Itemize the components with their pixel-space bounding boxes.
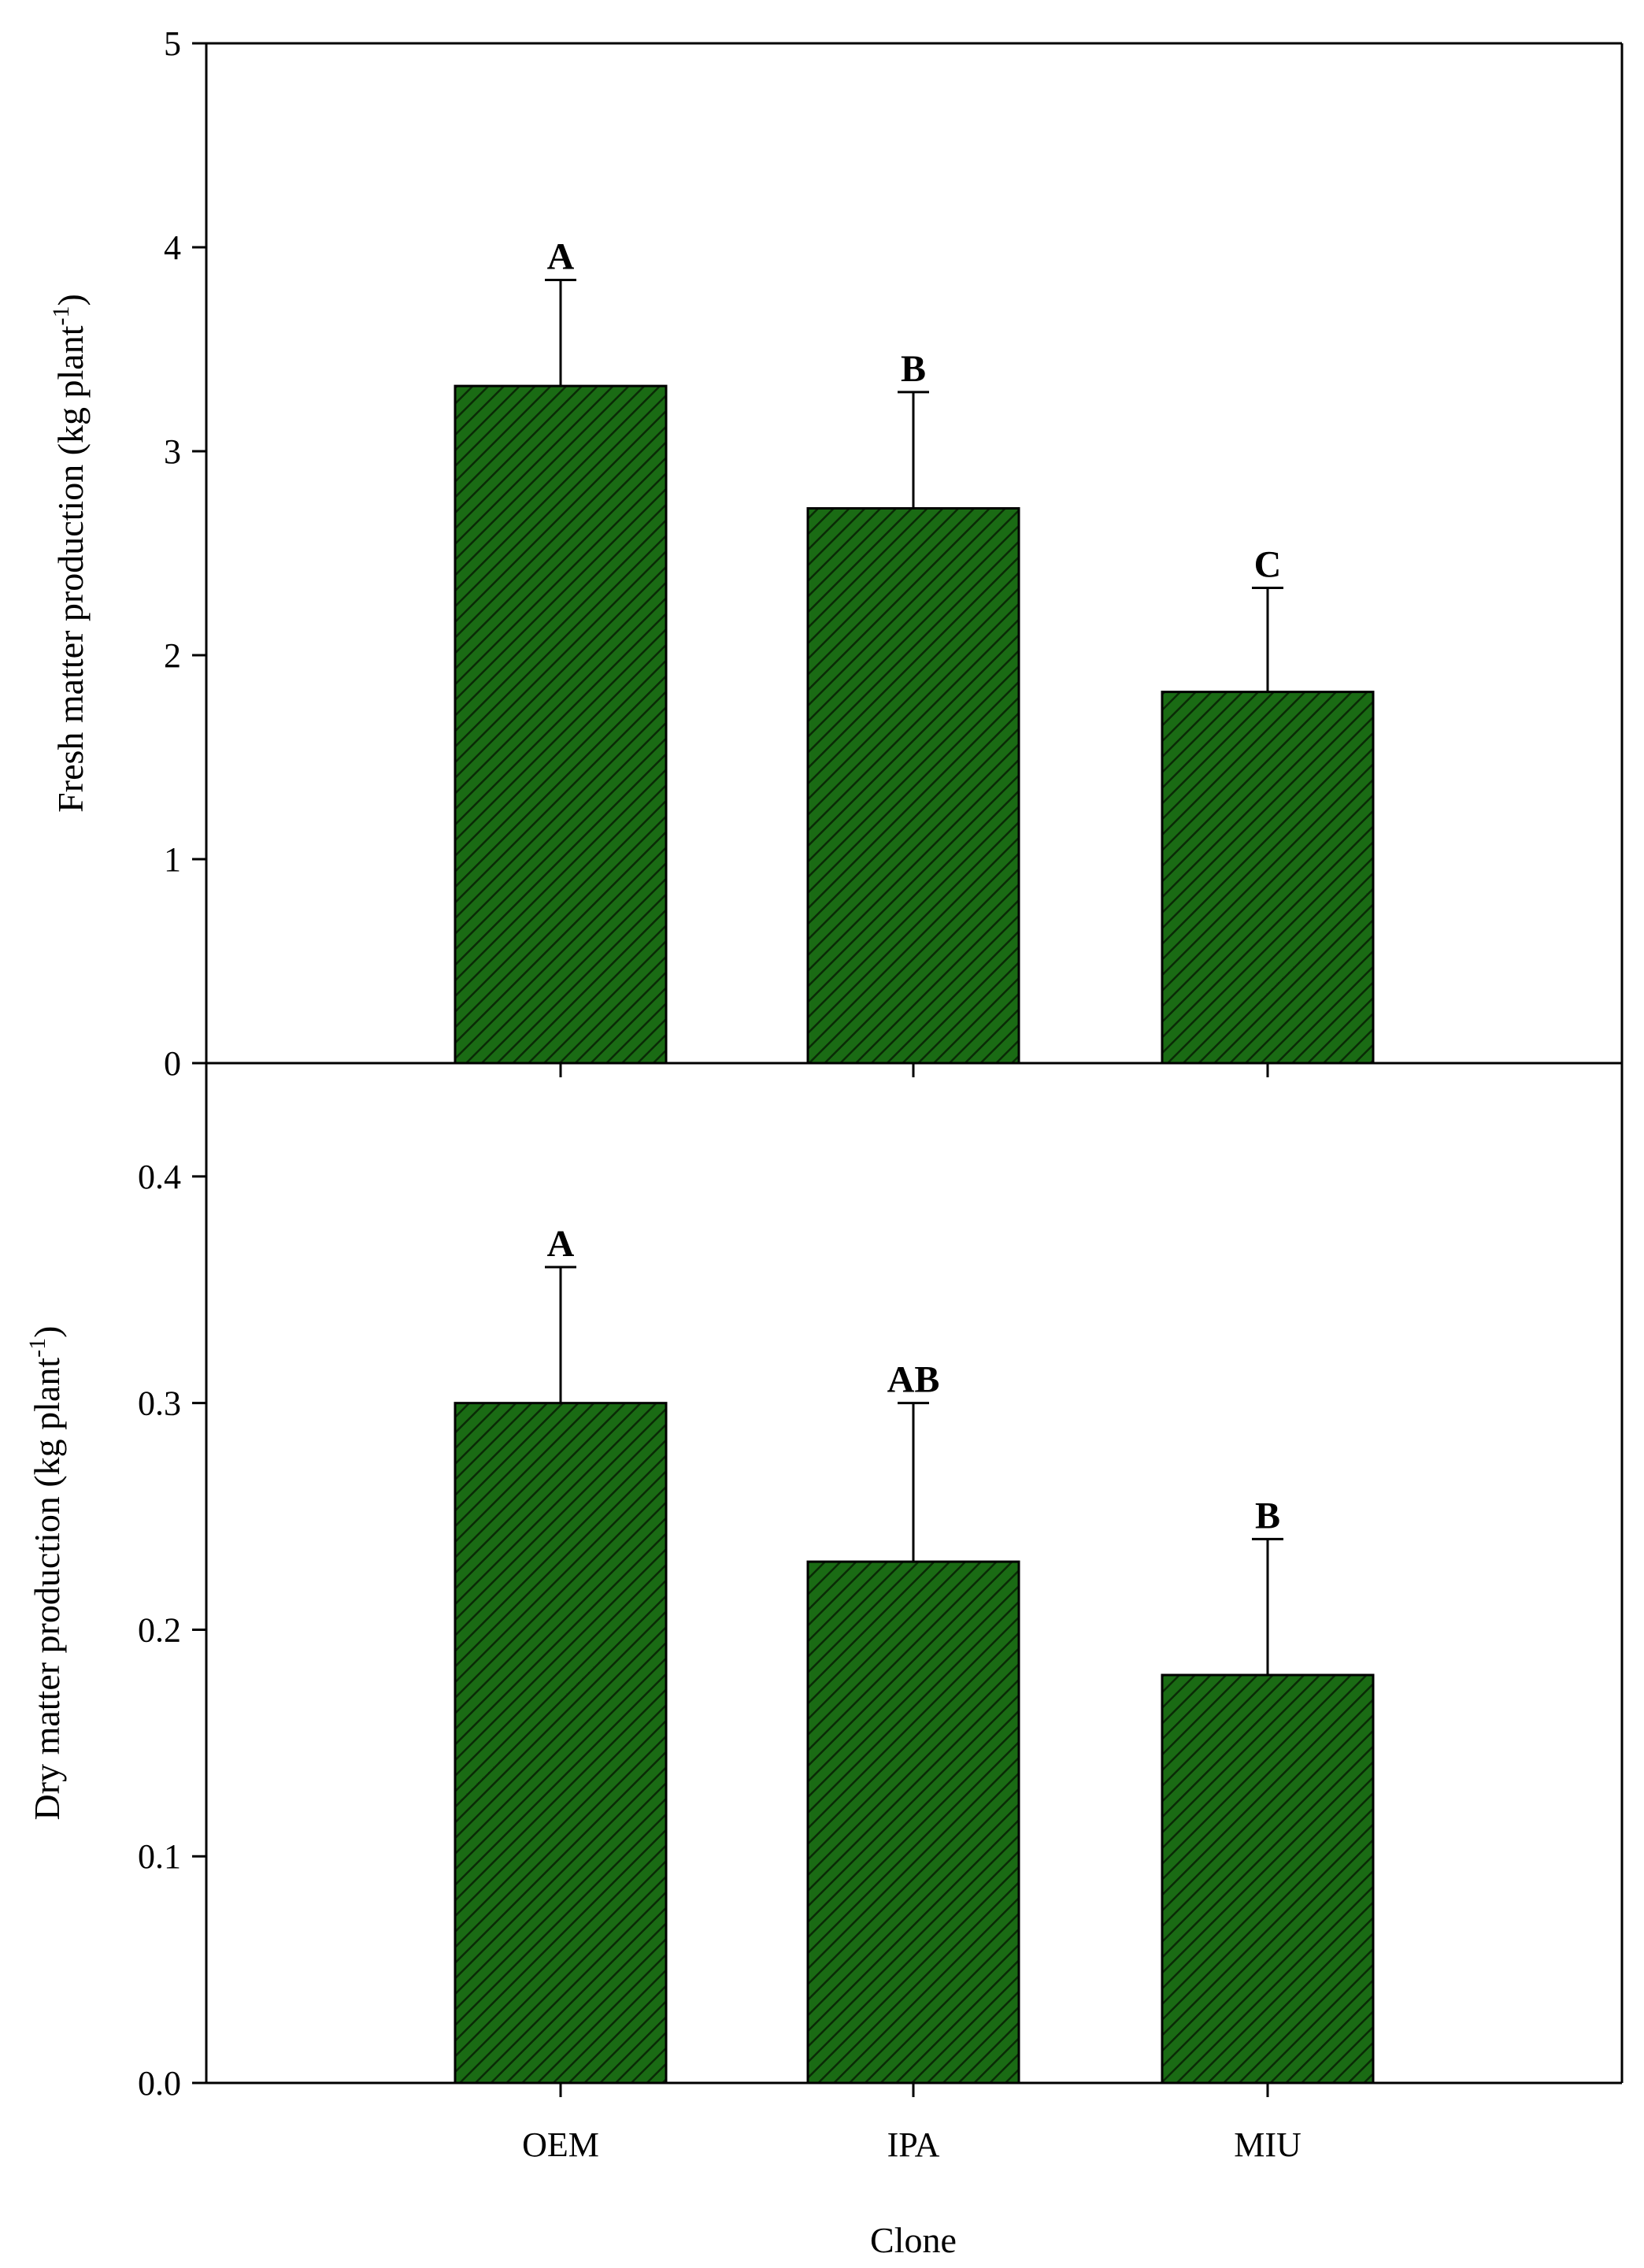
y-tick-label: 1 bbox=[164, 840, 181, 879]
panel-dry-matter: 0.0 0.1 0.2 0.3 0.4 A OEM AB IPA B MIU Dry matter p… bbox=[24, 1063, 1624, 2164]
significance-label: C bbox=[1254, 544, 1282, 586]
bar-miu bbox=[1161, 691, 1375, 1065]
y-tick-label: 2 bbox=[164, 636, 181, 675]
bar-oem bbox=[454, 1402, 668, 2085]
bar-miu bbox=[1161, 1673, 1375, 2085]
y-tick-label: 0.4 bbox=[138, 1158, 181, 1196]
significance-label: B bbox=[1255, 1495, 1280, 1536]
y-tick-label: 0.2 bbox=[138, 1610, 181, 1649]
y-tick-label: 0 bbox=[164, 1044, 181, 1083]
x-category-label: OEM bbox=[522, 2125, 599, 2164]
y-tick-label: 0.0 bbox=[138, 2064, 181, 2103]
significance-label: AB bbox=[887, 1359, 940, 1401]
significance-label: A bbox=[547, 1223, 575, 1265]
x-category-label: IPA bbox=[887, 2125, 940, 2164]
y-tick-label: 0.1 bbox=[138, 1837, 181, 1876]
y-axis-title: Dry matter production (kg plant-1) bbox=[24, 1326, 67, 1821]
x-category-label: MIU bbox=[1234, 2125, 1302, 2164]
y-axis-title: Fresh matter production (kg plant-1) bbox=[48, 294, 91, 813]
x-axis-title: Clone bbox=[870, 2220, 957, 2260]
significance-label: B bbox=[901, 348, 926, 390]
y-tick-label: 3 bbox=[164, 432, 181, 471]
significance-label: A bbox=[547, 235, 575, 277]
bar-oem bbox=[454, 384, 668, 1065]
bar-ipa bbox=[806, 507, 1020, 1065]
y-tick-label: 4 bbox=[164, 228, 181, 267]
y-tick-label: 0.3 bbox=[138, 1384, 181, 1423]
panel-fresh-matter: 0 1 2 3 4 5 A B C Fresh matter production (kg pla… bbox=[48, 24, 1624, 1083]
y-tick-label: 5 bbox=[164, 24, 181, 63]
bar-ipa bbox=[806, 1560, 1020, 2085]
